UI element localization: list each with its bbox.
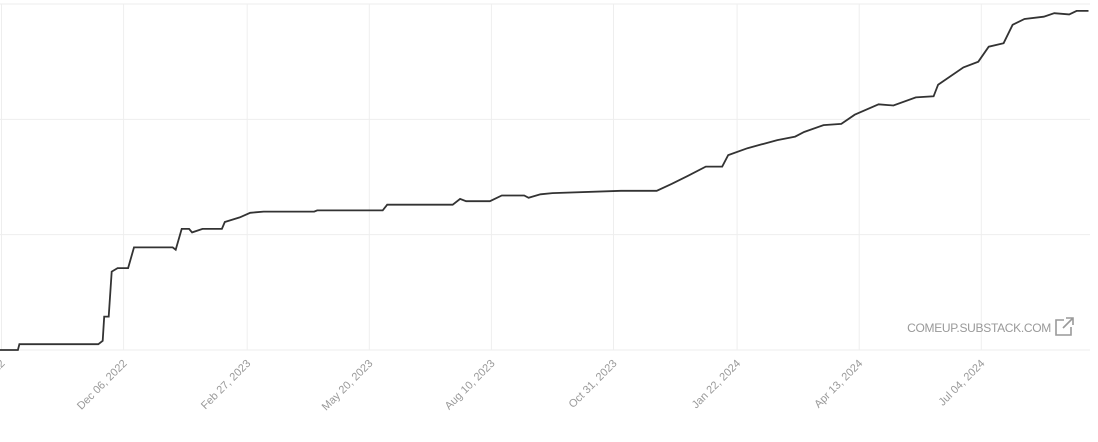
plot: Sep 15, 2022 Dec 06, 2022 Feb 27, 2023 May … xyxy=(0,3,1090,414)
external-link-icon[interactable] xyxy=(1055,317,1074,336)
x-tick-label: Apr 13, 2024 xyxy=(812,358,865,411)
watermark: COMEUP.SUBSTACK.COM xyxy=(907,321,1051,335)
x-tick-label: Jul 04, 2024 xyxy=(937,358,988,409)
icon-box xyxy=(1055,319,1072,336)
x-tick-label: Aug 10, 2023 xyxy=(443,358,498,413)
line xyxy=(0,10,1089,351)
x-tick-label: Oct 31, 2023 xyxy=(567,358,620,411)
icon-arrow xyxy=(1062,317,1074,329)
x-tick-label: Dec 06, 2022 xyxy=(75,358,130,413)
x-tick-label: Jan 22, 2024 xyxy=(690,358,743,411)
x-tick-label: Sep 15, 2022 xyxy=(0,358,8,413)
x-tick-label: May 20, 2023 xyxy=(320,358,376,414)
x-tick-label: Feb 27, 2023 xyxy=(199,358,253,412)
